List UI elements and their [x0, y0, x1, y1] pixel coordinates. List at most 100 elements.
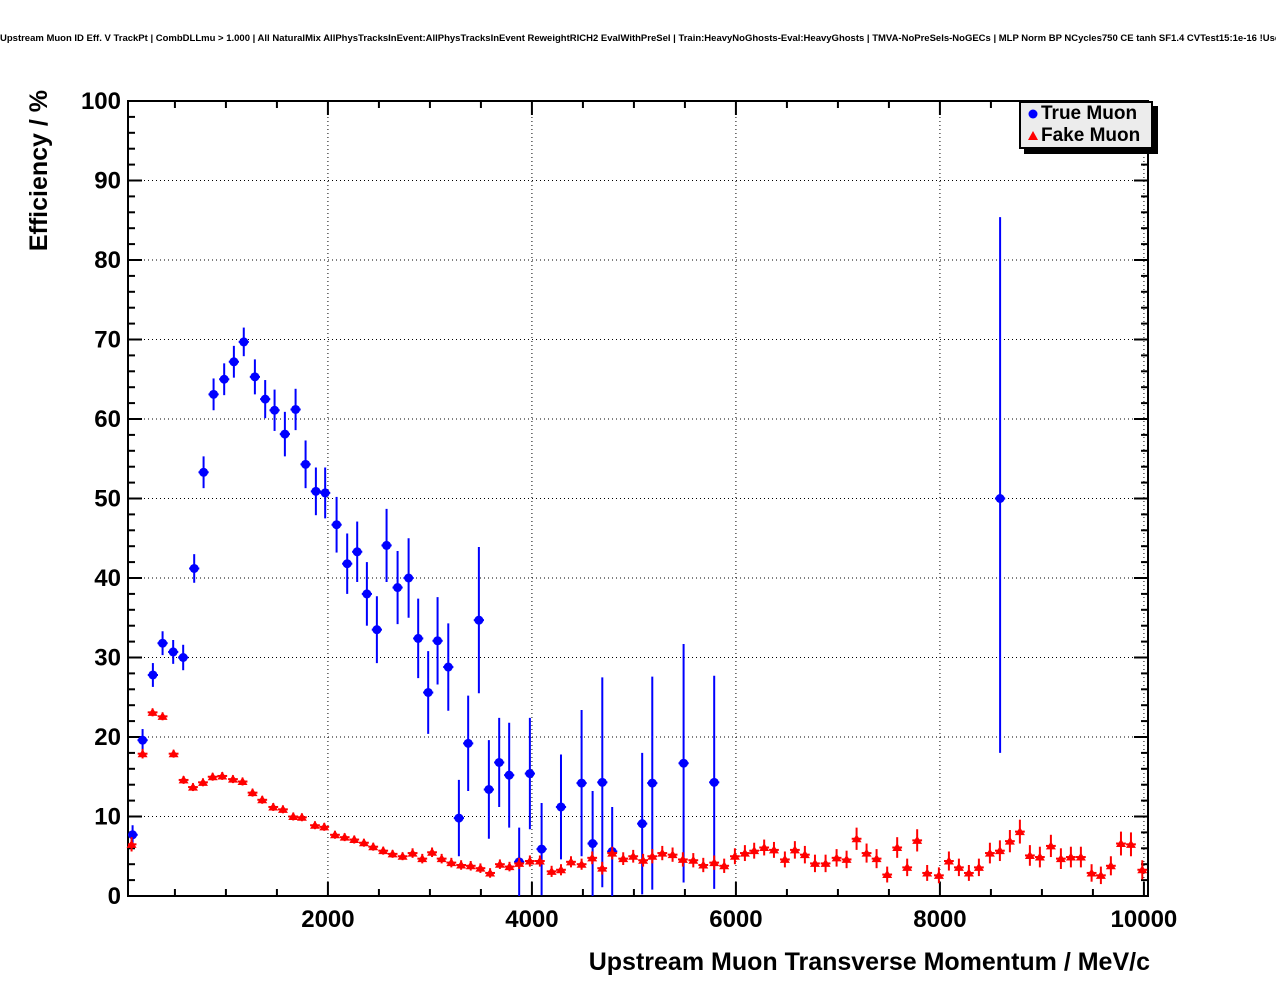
data-point-fake-muon	[729, 851, 740, 860]
data-point-fake-muon	[677, 854, 688, 863]
data-point-fake-muon	[368, 842, 379, 851]
data-point-true-muon	[597, 777, 607, 787]
data-point-fake-muon	[994, 846, 1005, 855]
data-point-fake-muon	[407, 848, 418, 857]
data-point-true-muon	[413, 633, 423, 643]
data-point-fake-muon	[851, 834, 862, 843]
data-point-fake-muon	[861, 848, 872, 857]
data-point-true-muon	[239, 337, 249, 347]
data-point-fake-muon	[799, 850, 810, 859]
data-point-fake-muon	[1045, 841, 1056, 850]
tick-label-layer: 0 10 20 30 40 50 60 70 80 90 100 2000 4000 6000 8000 10…	[81, 88, 1177, 933]
data-point-fake-muon	[565, 857, 576, 866]
data-point-true-muon	[229, 357, 239, 367]
data-point-true-muon	[209, 389, 219, 399]
data-point-fake-muon	[749, 846, 760, 855]
data-point-true-muon	[320, 488, 330, 498]
data-point-fake-muon	[237, 777, 248, 786]
data-point-true-muon	[158, 638, 168, 648]
data-point-fake-muon	[178, 775, 189, 784]
data-point-fake-muon	[387, 849, 398, 858]
data-point-fake-muon	[309, 820, 320, 829]
data-point-true-muon	[280, 429, 290, 439]
data-point-fake-muon	[1075, 852, 1086, 861]
data-point-true-muon	[484, 784, 494, 794]
x-tick-label: 10000	[1111, 906, 1178, 933]
data-point-fake-muon	[555, 865, 566, 874]
data-point-true-muon	[504, 770, 514, 780]
data-point-fake-muon	[168, 749, 179, 758]
data-point-fake-muon	[953, 862, 964, 871]
data-point-fake-muon	[494, 859, 505, 868]
data-point-fake-muon	[607, 848, 618, 857]
data-point-fake-muon	[268, 802, 279, 811]
data-point-fake-muon	[187, 782, 198, 791]
data-point-true-muon	[342, 559, 352, 569]
data-point-true-muon	[679, 758, 689, 768]
data-point-fake-muon	[197, 777, 208, 786]
data-point-true-muon	[995, 494, 1005, 503]
data-point-true-muon	[454, 813, 464, 823]
data-point-fake-muon	[417, 854, 428, 863]
data-point-true-muon	[537, 844, 547, 854]
y-tick-label: 80	[94, 247, 121, 274]
x-tick-label: 2000	[301, 906, 354, 933]
data-point-fake-muon	[126, 839, 137, 848]
series-true-muon	[128, 217, 1006, 896]
y-tick-label: 70	[94, 327, 121, 354]
legend: True Muon Fake Muon	[1019, 101, 1153, 149]
data-point-fake-muon	[319, 822, 330, 831]
page-title: Upstream Muon ID Eff. V TrackPt | CombDL…	[0, 33, 1276, 44]
data-point-fake-muon	[427, 847, 438, 856]
data-point-fake-muon	[247, 788, 258, 797]
data-point-fake-muon	[698, 860, 709, 869]
x-tick-label: 8000	[913, 906, 966, 933]
tick-layer	[128, 100, 1148, 897]
data-point-true-muon	[128, 830, 138, 840]
data-point-fake-muon	[871, 854, 882, 863]
data-point-fake-muon	[719, 861, 730, 870]
data-point-fake-muon	[1034, 852, 1045, 861]
data-point-true-muon	[168, 647, 178, 657]
y-tick-label: 100	[81, 88, 121, 115]
data-point-fake-muon	[759, 843, 770, 852]
data-point-true-muon	[199, 467, 209, 477]
data-point-true-muon	[219, 374, 229, 384]
data-point-fake-muon	[1014, 827, 1025, 836]
data-point-fake-muon	[1086, 868, 1097, 877]
x-axis-title: Upstream Muon Transverse Momentum / MeV/…	[589, 948, 1150, 976]
data-point-fake-muon	[1055, 854, 1066, 863]
data-point-fake-muon	[963, 868, 974, 877]
data-point-fake-muon	[1105, 861, 1116, 870]
data-point-fake-muon	[1004, 836, 1015, 845]
y-tick-label: 30	[94, 645, 121, 672]
data-point-fake-muon	[587, 853, 598, 862]
data-point-true-muon	[332, 520, 342, 530]
data-point-fake-muon	[446, 858, 457, 867]
data-point-fake-muon	[217, 771, 228, 780]
data-point-true-muon	[382, 540, 392, 550]
data-point-fake-muon	[809, 858, 820, 867]
y-tick-label: 20	[94, 724, 121, 751]
data-point-fake-muon	[288, 812, 299, 820]
data-point-true-muon	[301, 459, 311, 469]
data-point-true-muon	[525, 769, 535, 779]
y-tick-label: 60	[94, 406, 121, 433]
legend-entry-true-muon: True Muon	[1025, 103, 1151, 125]
legend-label: True Muon	[1041, 103, 1138, 124]
data-point-fake-muon	[207, 772, 218, 781]
data-point-fake-muon	[882, 870, 893, 879]
data-point-fake-muon	[831, 853, 842, 862]
data-point-fake-muon	[657, 848, 668, 857]
data-point-fake-muon	[465, 861, 476, 870]
data-point-fake-muon	[329, 830, 340, 839]
data-point-fake-muon	[933, 870, 944, 879]
data-point-fake-muon	[378, 846, 389, 855]
data-point-fake-muon	[973, 862, 984, 871]
data-point-true-muon	[148, 670, 158, 680]
y-tick-label: 90	[94, 168, 121, 195]
legend-label: Fake Muon	[1041, 125, 1141, 146]
data-point-fake-muon	[902, 862, 913, 871]
data-point-fake-muon	[358, 838, 369, 847]
